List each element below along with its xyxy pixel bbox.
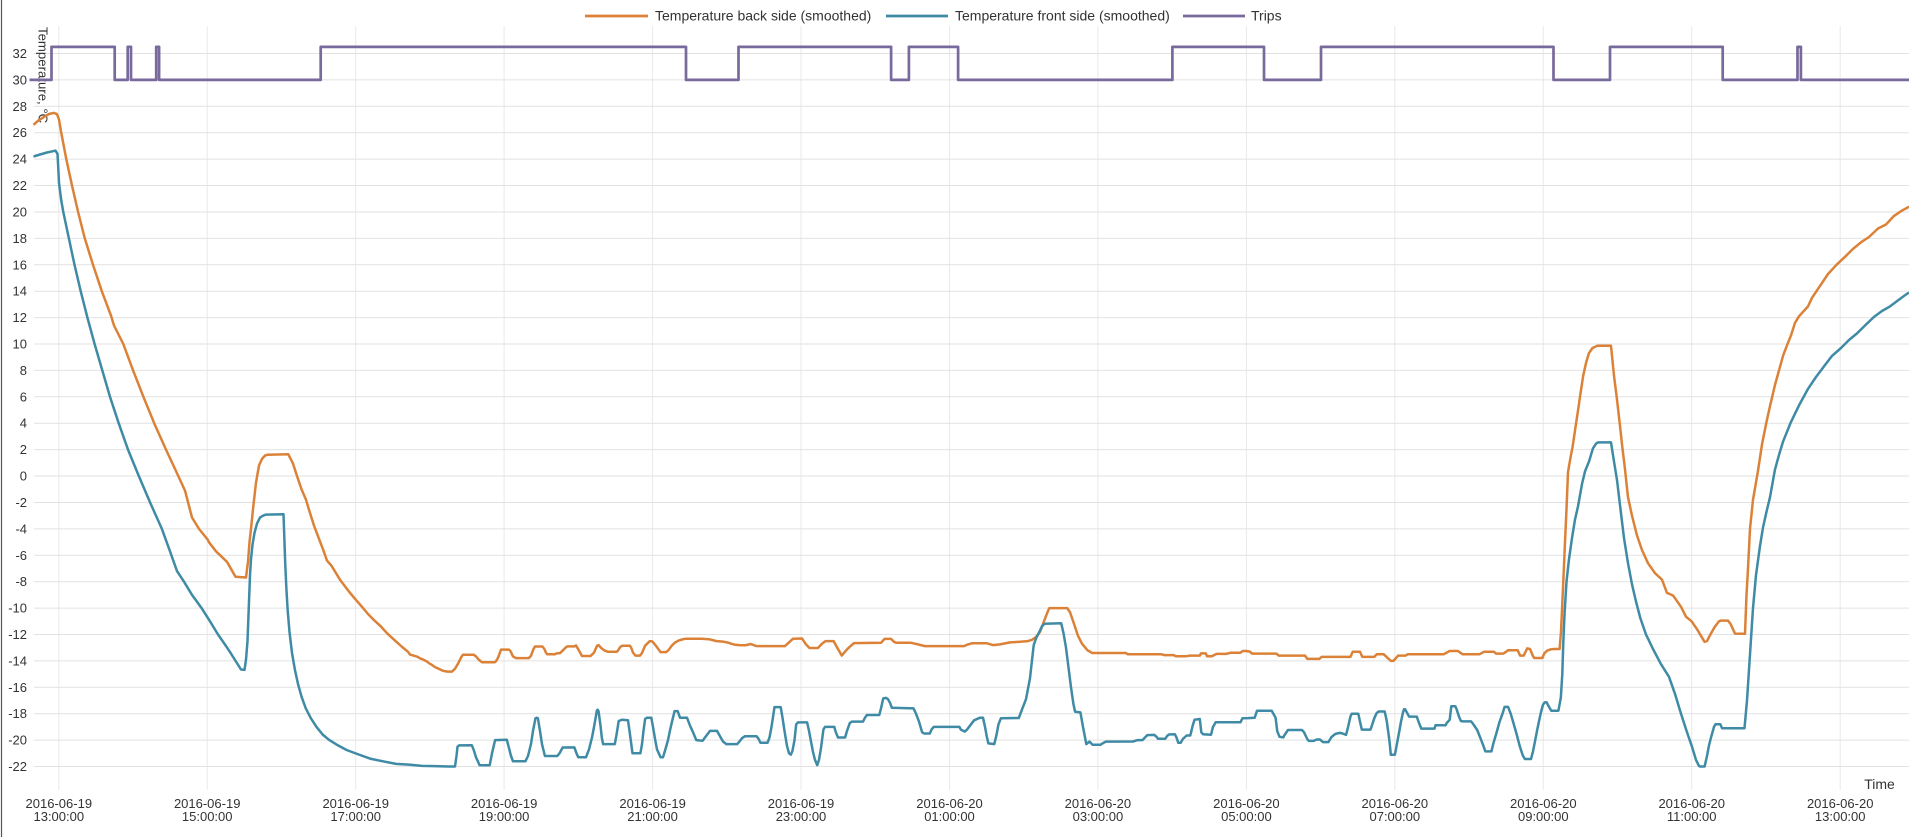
- svg-text:-20: -20: [8, 733, 27, 748]
- svg-text:2016-06-19: 2016-06-19: [619, 796, 686, 811]
- svg-text:21:00:00: 21:00:00: [627, 809, 678, 824]
- svg-text:2016-06-19: 2016-06-19: [26, 796, 93, 811]
- svg-text:8: 8: [20, 363, 27, 378]
- svg-text:-18: -18: [8, 706, 27, 721]
- svg-text:2016-06-20: 2016-06-20: [1362, 796, 1429, 811]
- svg-text:01:00:00: 01:00:00: [924, 809, 975, 824]
- svg-text:30: 30: [13, 72, 27, 87]
- svg-text:13:00:00: 13:00:00: [33, 809, 84, 824]
- svg-text:19:00:00: 19:00:00: [479, 809, 530, 824]
- svg-text:2016-06-19: 2016-06-19: [322, 796, 389, 811]
- svg-text:09:00:00: 09:00:00: [1518, 809, 1569, 824]
- svg-text:16: 16: [13, 257, 27, 272]
- svg-text:24: 24: [13, 152, 27, 167]
- svg-text:2016-06-19: 2016-06-19: [471, 796, 538, 811]
- svg-text:11:00:00: 11:00:00: [1667, 809, 1717, 824]
- svg-text:2016-06-20: 2016-06-20: [1658, 796, 1725, 811]
- svg-text:03:00:00: 03:00:00: [1073, 809, 1124, 824]
- svg-text:2016-06-20: 2016-06-20: [1510, 796, 1577, 811]
- svg-text:23:00:00: 23:00:00: [776, 809, 827, 824]
- svg-text:2016-06-20: 2016-06-20: [1065, 796, 1132, 811]
- svg-text:22: 22: [13, 178, 27, 193]
- svg-text:-16: -16: [8, 680, 27, 695]
- svg-text:28: 28: [13, 99, 27, 114]
- svg-text:12: 12: [13, 310, 27, 325]
- svg-text:18: 18: [13, 231, 27, 246]
- svg-text:10: 10: [13, 337, 27, 352]
- svg-text:14: 14: [13, 284, 27, 299]
- svg-text:05:00:00: 05:00:00: [1221, 809, 1272, 824]
- svg-text:32: 32: [13, 46, 27, 61]
- svg-text:13:00:00: 13:00:00: [1815, 809, 1866, 824]
- svg-text:07:00:00: 07:00:00: [1369, 809, 1420, 824]
- svg-text:6: 6: [20, 389, 27, 404]
- svg-text:Trips: Trips: [1251, 8, 1282, 24]
- svg-text:26: 26: [13, 125, 27, 140]
- svg-text:20: 20: [13, 205, 27, 220]
- svg-text:15:00:00: 15:00:00: [182, 809, 233, 824]
- svg-text:-6: -6: [15, 548, 27, 563]
- svg-text:2016-06-20: 2016-06-20: [916, 796, 983, 811]
- svg-text:2016-06-20: 2016-06-20: [1807, 796, 1874, 811]
- svg-text:Time: Time: [1864, 776, 1895, 792]
- svg-text:Temperature back side (smoothe: Temperature back side (smoothed): [655, 8, 871, 24]
- svg-text:-2: -2: [15, 495, 27, 510]
- svg-text:-14: -14: [8, 653, 27, 668]
- svg-text:-22: -22: [8, 759, 27, 774]
- svg-text:0: 0: [20, 469, 27, 484]
- svg-text:17:00:00: 17:00:00: [330, 809, 381, 824]
- svg-text:-12: -12: [8, 627, 27, 642]
- svg-text:-8: -8: [15, 574, 27, 589]
- svg-text:2: 2: [20, 442, 27, 457]
- svg-text:Temperature, °C: Temperature, °C: [36, 27, 51, 124]
- svg-text:2016-06-19: 2016-06-19: [768, 796, 835, 811]
- svg-text:2016-06-19: 2016-06-19: [174, 796, 241, 811]
- svg-text:-10: -10: [8, 601, 27, 616]
- svg-text:Temperature front side (smooth: Temperature front side (smoothed): [955, 8, 1170, 24]
- svg-text:2016-06-20: 2016-06-20: [1213, 796, 1280, 811]
- svg-text:4: 4: [20, 416, 27, 431]
- svg-text:-4: -4: [15, 521, 27, 536]
